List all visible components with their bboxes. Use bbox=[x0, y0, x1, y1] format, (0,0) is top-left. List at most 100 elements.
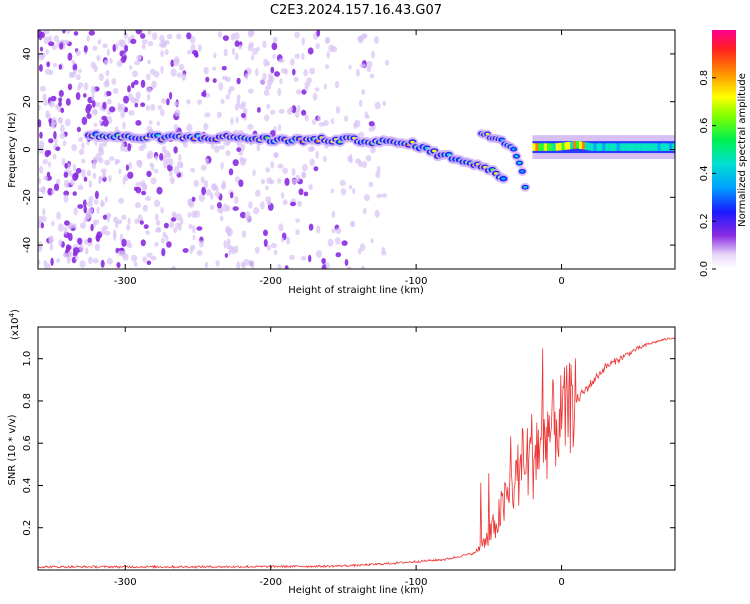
heatmap-cell bbox=[83, 45, 88, 53]
heatmap-cell bbox=[228, 168, 234, 176]
heatmap-cell bbox=[186, 99, 191, 105]
heatmap-cell bbox=[122, 121, 126, 130]
heatmap-cell bbox=[304, 114, 309, 122]
snr-series-line bbox=[38, 337, 675, 569]
heatmap-cell bbox=[370, 146, 376, 154]
heatmap-cell bbox=[170, 217, 177, 222]
heatmap-cell bbox=[150, 177, 157, 185]
heatmap-cell bbox=[53, 35, 59, 42]
heatmap-cell bbox=[43, 98, 49, 106]
heatmap-cell bbox=[63, 39, 70, 45]
heatmap-cell bbox=[197, 44, 202, 53]
heatmap-cell bbox=[86, 35, 90, 42]
colorbar-tick-label: 0.4 bbox=[699, 165, 710, 181]
heatmap-cell bbox=[570, 141, 574, 150]
figure-title: C2E3.2024.157.16.43.G07 bbox=[270, 3, 442, 18]
heatmap-cell bbox=[48, 161, 52, 168]
colorbar-tick-label: 0.0 bbox=[699, 261, 710, 277]
heatmap-cell bbox=[137, 54, 142, 60]
heatmap-cell bbox=[216, 111, 222, 119]
heatmap-cell bbox=[520, 170, 525, 173]
heatmap-cell bbox=[579, 141, 582, 149]
heatmap-cell bbox=[248, 30, 255, 36]
heatmap-cell bbox=[355, 68, 360, 77]
heatmap-cell bbox=[263, 229, 268, 237]
heatmap-cell bbox=[69, 178, 75, 186]
heatmap-cell bbox=[126, 243, 133, 249]
heatmap-cell bbox=[161, 98, 167, 104]
heatmap-cell bbox=[118, 168, 122, 175]
heatmap-cell bbox=[87, 237, 92, 243]
heatmap-cell bbox=[205, 158, 209, 166]
heatmap-cell bbox=[38, 140, 45, 149]
heatmap-cell bbox=[619, 143, 623, 151]
heatmap-cell bbox=[240, 143, 246, 152]
heatmap-cell bbox=[295, 229, 300, 236]
heatmap-cell bbox=[151, 32, 158, 40]
heatmap-cell bbox=[140, 102, 146, 107]
heatmap-cell bbox=[311, 119, 317, 125]
heatmap-cell bbox=[95, 234, 100, 242]
heatmap-cell bbox=[102, 101, 107, 110]
heatmap-cell bbox=[523, 185, 528, 189]
heatmap-cell bbox=[280, 192, 285, 199]
heatmap-cell bbox=[106, 98, 112, 105]
heatmap-cell bbox=[121, 142, 125, 148]
heatmap-cell bbox=[124, 44, 129, 53]
heatmap-cell bbox=[78, 136, 84, 143]
heatmap-cell bbox=[291, 178, 297, 186]
heatmap-cell bbox=[262, 40, 267, 49]
y-tick-label: -20 bbox=[22, 189, 33, 205]
heatmap-cell bbox=[357, 35, 364, 43]
heatmap-cell bbox=[118, 39, 124, 46]
heatmap-cell bbox=[371, 50, 375, 59]
heatmap-cell bbox=[134, 102, 138, 108]
heatmap-cell bbox=[128, 110, 135, 116]
heatmap-cell bbox=[382, 100, 387, 107]
y-tick-label: 40 bbox=[22, 48, 33, 61]
heatmap-cell bbox=[108, 156, 115, 161]
heatmap-cell bbox=[561, 142, 565, 151]
heatmap-cell bbox=[150, 255, 157, 261]
heatmap-cell bbox=[123, 95, 129, 104]
heatmap-cell bbox=[376, 193, 383, 199]
heatmap-cell bbox=[348, 64, 352, 70]
heatmap-cell bbox=[242, 264, 246, 269]
heatmap-cell bbox=[98, 149, 105, 156]
heatmap-cell bbox=[230, 192, 234, 199]
heatmap-cell bbox=[160, 50, 165, 58]
heatmap-cell bbox=[90, 85, 96, 95]
heatmap-cell bbox=[113, 233, 117, 241]
heatmap-cell bbox=[369, 73, 375, 79]
heatmap-cell bbox=[368, 181, 374, 188]
heatmap-cell bbox=[169, 221, 175, 229]
y-tick-label: 20 bbox=[22, 95, 33, 108]
heatmap-cell bbox=[63, 171, 69, 178]
heatmap-cell bbox=[294, 53, 301, 59]
heatmap-cell bbox=[228, 249, 232, 256]
heatmap-cell bbox=[344, 259, 349, 266]
heatmap-cell bbox=[162, 40, 167, 47]
heatmap-cell bbox=[171, 211, 176, 218]
heatmap-cell bbox=[381, 193, 388, 198]
heatmap-cell bbox=[248, 41, 255, 48]
heatmap-cell bbox=[160, 207, 164, 214]
heatmap-cell bbox=[154, 242, 159, 247]
heatmap-cell bbox=[50, 257, 54, 266]
heatmap-cell bbox=[92, 172, 97, 179]
heatmap-cell bbox=[43, 36, 50, 45]
heatmap-cell bbox=[121, 214, 127, 221]
heatmap-cell bbox=[38, 52, 45, 61]
heatmap-cell bbox=[77, 237, 83, 245]
heatmap-cell bbox=[72, 191, 77, 197]
heatmap-cell bbox=[88, 30, 96, 36]
heatmap-cell bbox=[108, 175, 112, 182]
heatmap-cell bbox=[325, 37, 330, 44]
heatmap-cell bbox=[259, 78, 266, 86]
heatmap-cell bbox=[318, 122, 325, 127]
heatmap-cell bbox=[63, 226, 68, 235]
heatmap-cell bbox=[104, 230, 111, 236]
heatmap-cell bbox=[325, 262, 330, 269]
heatmap-cell bbox=[301, 52, 305, 61]
heatmap-cell bbox=[248, 88, 254, 94]
